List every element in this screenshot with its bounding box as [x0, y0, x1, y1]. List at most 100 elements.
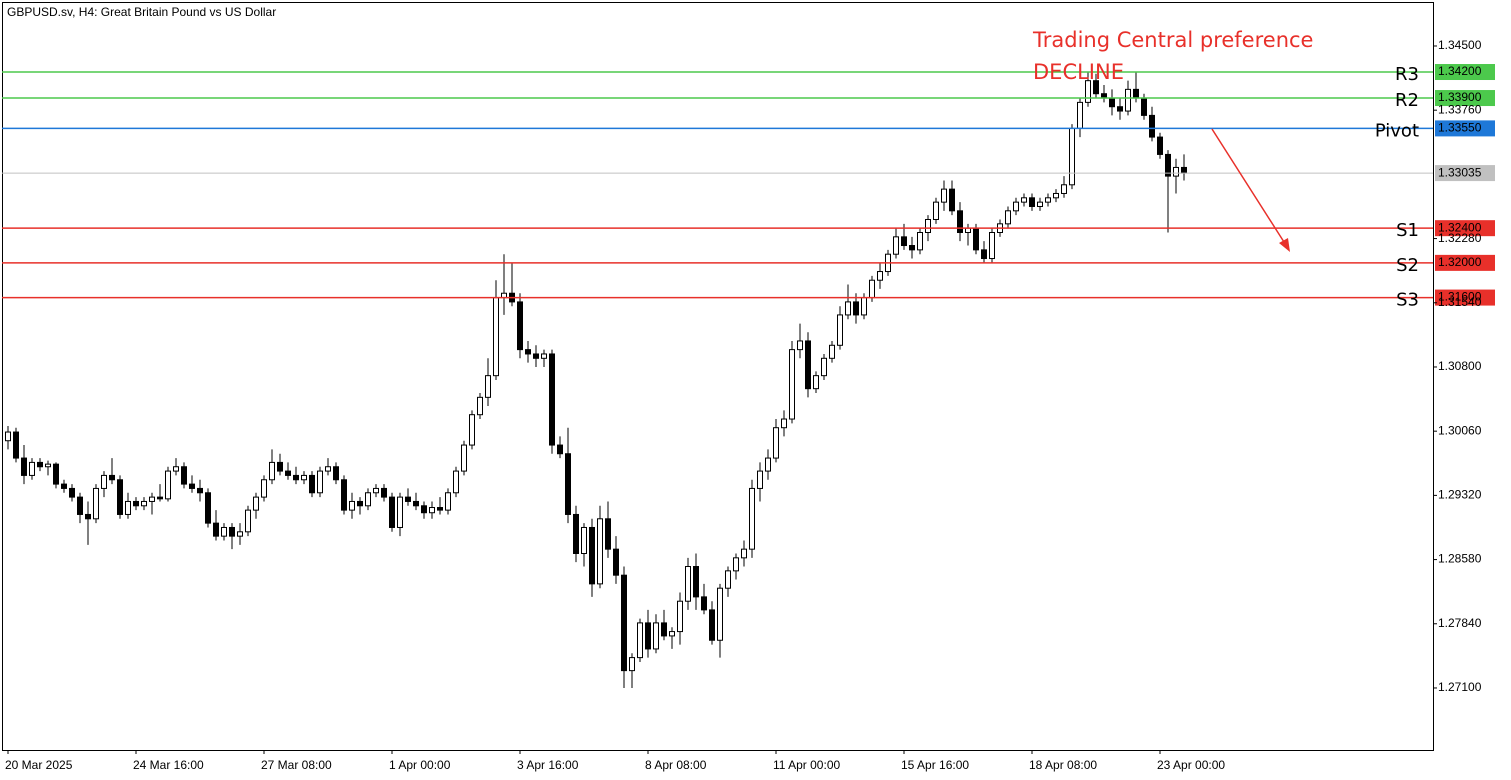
- candle-body: [1053, 192, 1059, 199]
- candle-body: [901, 236, 907, 247]
- candle-body: [13, 431, 19, 459]
- candle-body: [933, 201, 939, 220]
- candle-body: [917, 232, 923, 251]
- candle-body: [837, 314, 843, 346]
- candle-body: [1133, 88, 1139, 99]
- candle-body: [317, 470, 323, 494]
- candle-body: [37, 461, 43, 468]
- candle-body: [1157, 136, 1163, 155]
- levels: 1.33035 R3 1.34200 R2 1.33900 Pivot 1.33550 S1 1…: [2, 64, 1495, 311]
- candle-body: [365, 492, 371, 507]
- candle-body: [773, 427, 779, 459]
- candle-body: [749, 487, 755, 550]
- candle-body: [229, 526, 235, 537]
- candle-body: [221, 526, 227, 537]
- candle-body: [877, 271, 883, 281]
- candle-body: [61, 483, 67, 489]
- candle-body: [5, 431, 11, 442]
- price-tag: [1435, 220, 1495, 237]
- level-name: S1: [1396, 220, 1419, 241]
- candle-body: [373, 487, 379, 494]
- candle-body: [557, 444, 563, 455]
- price-tag: [1435, 289, 1495, 306]
- candle-body: [517, 301, 523, 351]
- candle-body: [1093, 80, 1099, 95]
- candle-body: [597, 518, 603, 585]
- candle-body: [285, 470, 291, 476]
- y-tick-label: 1.33760: [1438, 102, 1482, 116]
- candle-body: [621, 574, 627, 672]
- candle-body: [261, 479, 267, 498]
- y-tick-label: 1.28580: [1438, 552, 1482, 566]
- candle-body: [389, 496, 395, 528]
- price-tag: [1435, 165, 1495, 182]
- x-tick-label: 15 Apr 16:00: [901, 758, 969, 772]
- candle-body: [341, 479, 347, 511]
- x-tick-label: 18 Apr 08:00: [1029, 758, 1097, 772]
- candle-body: [1149, 114, 1155, 138]
- price-tag-label: 1.33035: [1438, 165, 1482, 179]
- candle-body: [701, 596, 707, 611]
- y-tick-label: 1.34500: [1438, 38, 1482, 52]
- candle-body: [853, 301, 859, 316]
- candle-body: [397, 496, 403, 528]
- candle-body: [533, 353, 539, 359]
- candle-body: [133, 500, 139, 507]
- candle-body: [309, 474, 315, 494]
- x-tick-label: 27 Mar 08:00: [261, 758, 332, 772]
- candle-body: [661, 622, 667, 637]
- candle-body: [1029, 197, 1035, 207]
- x-tick-label: 20 Mar 2025: [5, 758, 73, 772]
- candle-body: [493, 297, 499, 377]
- candle-body: [981, 249, 987, 260]
- candle-body: [525, 349, 531, 355]
- y-tick-label: 1.30800: [1438, 359, 1482, 373]
- candle-body: [301, 474, 307, 481]
- candle-body: [1037, 201, 1043, 207]
- candle-body: [565, 453, 571, 515]
- candle-body: [741, 548, 747, 559]
- candle-body: [93, 487, 99, 520]
- candle-body: [333, 466, 339, 481]
- candle-body: [173, 466, 179, 472]
- candle-body: [725, 570, 731, 589]
- candle-body: [821, 357, 827, 377]
- candle-body: [1061, 184, 1067, 194]
- candle-body: [141, 500, 147, 507]
- x-tick-label: 8 Apr 08:00: [645, 758, 707, 772]
- candle-body: [613, 548, 619, 576]
- candle-body: [69, 487, 75, 498]
- chart-title: GBPUSD.sv, H4: Great Britain Pound vs US…: [7, 5, 276, 19]
- candle-body: [1117, 106, 1123, 112]
- candle-body: [157, 496, 163, 500]
- arrow-head: [1279, 238, 1290, 252]
- candle-body: [1173, 166, 1179, 177]
- candle-body: [549, 353, 555, 446]
- level-name: R2: [1395, 90, 1419, 111]
- candle-body: [197, 487, 203, 494]
- candle-body: [413, 500, 419, 507]
- candle-body: [1013, 201, 1019, 212]
- candle-body: [1077, 101, 1083, 129]
- annotation: DECLINE: [1033, 60, 1124, 84]
- candle-body: [685, 566, 691, 602]
- candle-body: [101, 474, 107, 489]
- y-tick-label: 1.31540: [1438, 295, 1482, 309]
- candle-body: [1109, 97, 1115, 108]
- candle-body: [573, 513, 579, 555]
- candle-body: [717, 587, 723, 641]
- candle-body: [253, 496, 259, 511]
- candle-body: [805, 340, 811, 390]
- candle-body: [1021, 197, 1027, 203]
- price-tag-label: 1.32400: [1438, 220, 1482, 234]
- candle-body: [461, 444, 467, 472]
- candle-body: [1005, 210, 1011, 225]
- y-tick-label: 1.27100: [1438, 680, 1482, 694]
- candle-body: [77, 496, 83, 515]
- candle-body: [429, 507, 435, 514]
- candle-body: [813, 375, 819, 390]
- x-tick-label: 24 Mar 16:00: [133, 758, 204, 772]
- candle-body: [469, 414, 475, 446]
